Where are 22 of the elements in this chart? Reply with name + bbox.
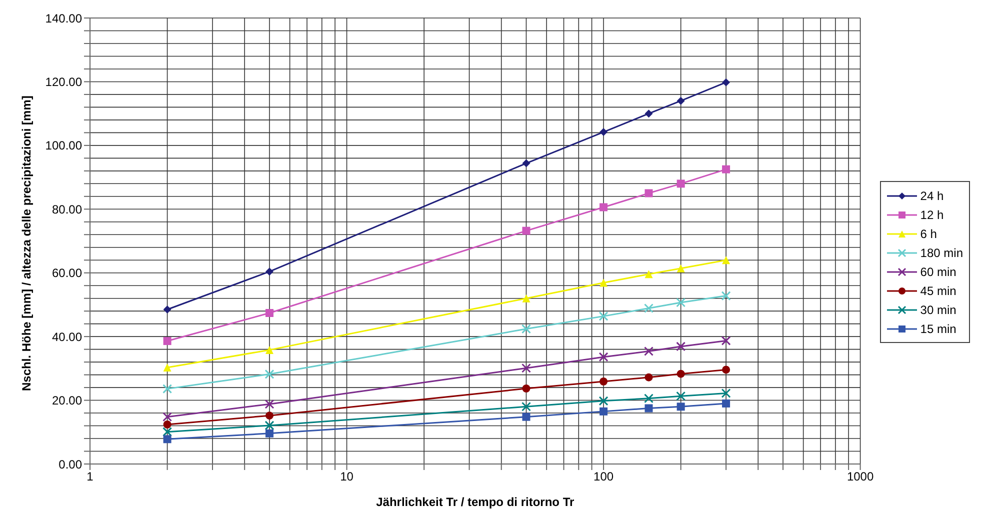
legend-label: 45 min	[920, 284, 956, 298]
x-tick-label: 100	[594, 470, 614, 484]
y-tick-label: 140.00	[45, 11, 82, 26]
legend-label: 24 h	[920, 188, 944, 202]
x-axis-title: Jährlichkeit Tr / tempo di ritorno Tr	[376, 495, 574, 509]
legend-label: 6 h	[920, 226, 937, 240]
y-tick-label: 20.00	[52, 394, 82, 408]
legend-label: 180 min	[920, 246, 963, 260]
y-tick-label: 120.00	[45, 74, 82, 89]
legend-label: 30 min	[920, 302, 956, 316]
y-tick-label: 0.00	[58, 457, 82, 472]
legend-label: 15 min	[920, 322, 956, 336]
y-tick-label: 60.00	[52, 266, 82, 280]
x-tick-label: 1000	[846, 470, 874, 484]
legend-label: 60 min	[920, 264, 956, 278]
x-tick-label: 10	[340, 470, 354, 484]
y-tick-label: 100.00	[45, 138, 82, 153]
y-axis-title: Nschl. Höhe [mm] / altezza delle precipitazioni [mm]	[19, 96, 34, 391]
y-tick-label: 40.00	[52, 330, 82, 344]
y-tick-label: 80.00	[52, 202, 82, 216]
x-tick-label: 1	[86, 470, 94, 484]
legend-label: 12 h	[920, 208, 944, 222]
